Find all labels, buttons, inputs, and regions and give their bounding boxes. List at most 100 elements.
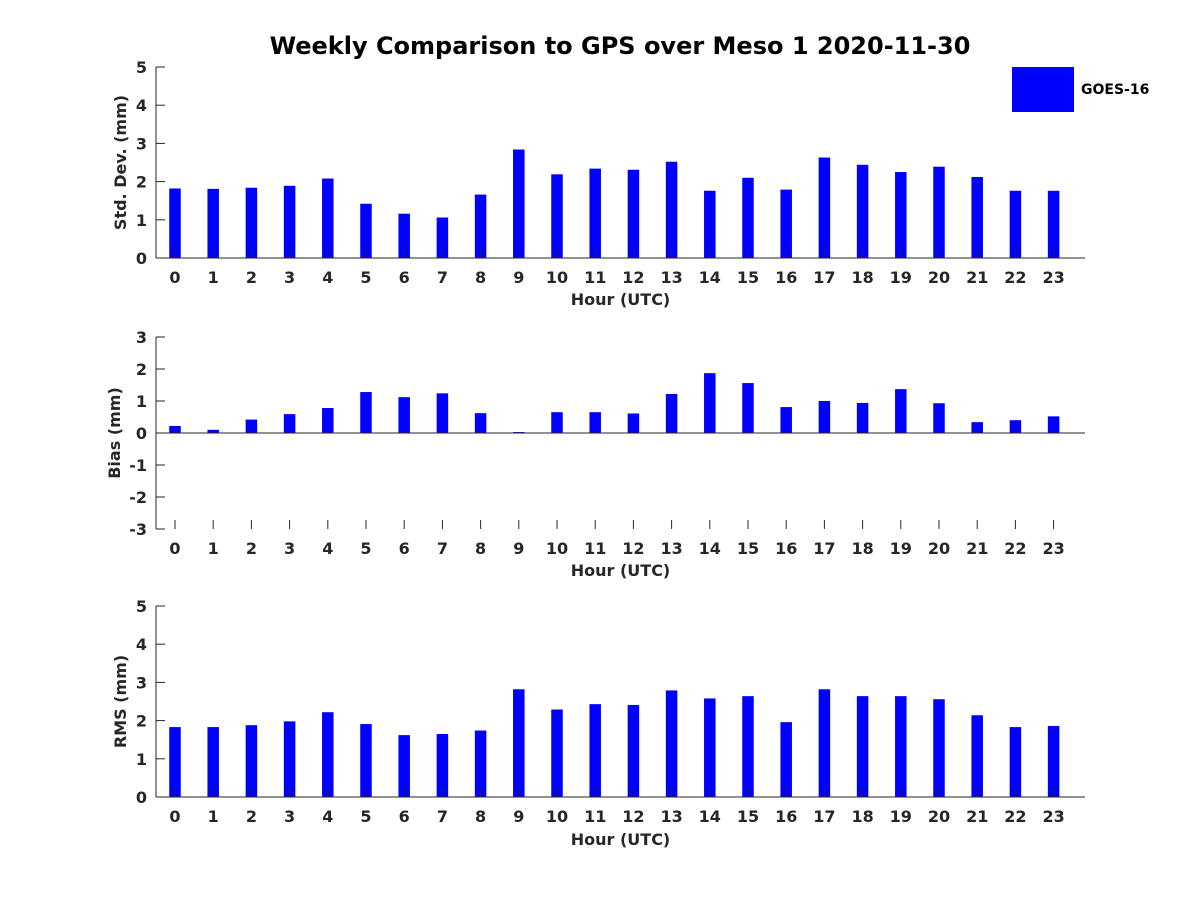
legend: GOES-16 xyxy=(1012,67,1149,112)
x-tick-label: 8 xyxy=(475,539,486,558)
bar-rms-3 xyxy=(283,721,296,797)
bar-std-dev-1 xyxy=(207,188,219,258)
x-tick-label: 0 xyxy=(169,539,180,558)
x-tick-label: 4 xyxy=(322,268,333,287)
x-tick-label: 12 xyxy=(622,539,644,558)
bar-bias-19 xyxy=(895,389,907,433)
x-tick-label: 15 xyxy=(737,539,759,558)
bar-std-dev-8 xyxy=(474,194,487,258)
x-tick-label: 21 xyxy=(966,268,988,287)
y-tick-label: 5 xyxy=(136,597,147,616)
bar-std-dev-0 xyxy=(169,188,181,258)
y-tick-label: 1 xyxy=(136,392,147,411)
x-tick-label: 3 xyxy=(284,539,295,558)
bar-rms-21 xyxy=(971,715,983,797)
bar-bias-5 xyxy=(360,392,372,433)
bar-rms-18 xyxy=(856,696,869,797)
x-tick-label: 4 xyxy=(322,539,333,558)
x-tick-label: 5 xyxy=(360,807,371,826)
x-tick-label: 2 xyxy=(246,539,257,558)
bar-bias-12 xyxy=(627,413,640,433)
bar-bias-10 xyxy=(551,412,563,433)
bar-rms-2 xyxy=(245,725,258,797)
bar-rms-8 xyxy=(474,730,487,797)
x-tick-label: 10 xyxy=(546,807,568,826)
x-tick-label: 21 xyxy=(966,539,988,558)
y-tick-label: 0 xyxy=(136,424,147,443)
y-tick-label: 2 xyxy=(136,712,147,731)
y-tick-label: 4 xyxy=(136,635,147,654)
x-tick-label: 23 xyxy=(1042,268,1064,287)
y-tick-label: -1 xyxy=(129,456,147,475)
x-tick-label: 20 xyxy=(928,807,950,826)
x-axis-label: Hour (UTC) xyxy=(571,561,671,580)
x-tick-label: 11 xyxy=(584,807,606,826)
x-tick-label: 17 xyxy=(813,268,835,287)
x-tick-label: 6 xyxy=(399,539,410,558)
y-tick-label: -2 xyxy=(129,488,147,507)
x-tick-label: 17 xyxy=(813,807,835,826)
x-tick-label: 16 xyxy=(775,539,797,558)
bar-std-dev-6 xyxy=(398,213,410,258)
bar-rms-4 xyxy=(322,712,334,797)
chart-title: Weekly Comparison to GPS over Meso 1 202… xyxy=(270,32,971,60)
x-tick-label: 20 xyxy=(928,268,950,287)
x-tick-label: 8 xyxy=(475,268,486,287)
x-tick-label: 1 xyxy=(208,807,219,826)
bar-std-dev-5 xyxy=(360,203,372,258)
x-tick-label: 18 xyxy=(851,268,873,287)
bar-bias-11 xyxy=(589,412,601,433)
bar-bias-22 xyxy=(1009,420,1022,433)
bar-std-dev-3 xyxy=(283,185,296,258)
bar-std-dev-14 xyxy=(704,190,716,258)
x-tick-label: 16 xyxy=(775,807,797,826)
bar-bias-23 xyxy=(1047,416,1060,433)
x-tick-label: 18 xyxy=(851,807,873,826)
y-axis-label: Bias (mm) xyxy=(105,387,124,479)
bar-bias-1 xyxy=(207,429,219,433)
x-tick-label: 11 xyxy=(584,539,606,558)
bar-bias-3 xyxy=(283,414,296,433)
x-tick-label: 0 xyxy=(169,268,180,287)
y-tick-label: 1 xyxy=(136,211,147,230)
bar-bias-2 xyxy=(245,419,258,433)
x-tick-label: 18 xyxy=(851,539,873,558)
bar-bias-18 xyxy=(856,402,869,433)
x-tick-label: 22 xyxy=(1004,807,1026,826)
x-tick-label: 1 xyxy=(208,539,219,558)
bar-rms-22 xyxy=(1009,727,1022,797)
x-tick-label: 20 xyxy=(928,539,950,558)
x-tick-label: 17 xyxy=(813,539,835,558)
bar-std-dev-13 xyxy=(665,161,678,258)
x-tick-label: 5 xyxy=(360,539,371,558)
bar-std-dev-15 xyxy=(742,177,754,258)
x-tick-label: 13 xyxy=(660,268,682,287)
x-tick-label: 9 xyxy=(513,539,524,558)
x-tick-label: 13 xyxy=(660,539,682,558)
x-tick-label: 2 xyxy=(246,807,257,826)
x-tick-label: 22 xyxy=(1004,268,1026,287)
x-tick-label: 7 xyxy=(437,539,448,558)
x-tick-label: 19 xyxy=(890,268,912,287)
bar-rms-6 xyxy=(398,735,410,797)
x-tick-label: 5 xyxy=(360,268,371,287)
bar-bias-4 xyxy=(322,408,334,433)
bar-std-dev-20 xyxy=(933,166,945,258)
x-tick-label: 14 xyxy=(699,807,721,826)
bar-rms-7 xyxy=(436,733,449,797)
bar-std-dev-2 xyxy=(245,187,258,258)
x-tick-label: 21 xyxy=(966,807,988,826)
bar-bias-14 xyxy=(704,373,716,433)
bar-std-dev-18 xyxy=(856,164,869,258)
x-tick-label: 9 xyxy=(513,268,524,287)
x-axis-label: Hour (UTC) xyxy=(571,830,671,849)
bar-std-dev-22 xyxy=(1009,190,1022,258)
bar-bias-8 xyxy=(474,413,487,433)
y-axis-label: RMS (mm) xyxy=(111,655,130,748)
y-tick-label: 1 xyxy=(136,750,147,769)
bar-rms-13 xyxy=(665,690,678,797)
